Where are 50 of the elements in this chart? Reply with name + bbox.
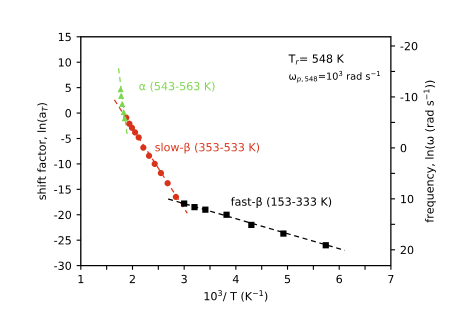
point bbox=[172, 194, 180, 200]
y-tick-label: 0 bbox=[65, 109, 72, 118]
series-label: α (543-563 K) bbox=[139, 82, 215, 92]
annotation: ω$_{p,548}$=10$^{3}$ rad s$^{−1}$ bbox=[289, 70, 380, 83]
point bbox=[248, 222, 254, 228]
x-tick-label: 7 bbox=[388, 274, 394, 284]
point bbox=[164, 180, 171, 186]
y-tick-label: -15 bbox=[54, 185, 71, 194]
y2-tick-label: 0 bbox=[400, 144, 406, 152]
point bbox=[152, 160, 158, 168]
y2-tick-label: 10 bbox=[401, 194, 414, 204]
y-tick-label: -30 bbox=[54, 262, 72, 270]
y2-tick-label: 20 bbox=[400, 246, 414, 254]
point bbox=[118, 92, 124, 99]
x-tick-label: 2 bbox=[130, 274, 135, 284]
point bbox=[223, 212, 230, 218]
point bbox=[202, 206, 208, 213]
point bbox=[119, 100, 126, 108]
x-tick-label: 1 bbox=[78, 274, 84, 284]
annotation: T$_{r}$= 548 K bbox=[288, 54, 344, 64]
point bbox=[118, 86, 124, 92]
y-tick-label: -5 bbox=[61, 134, 71, 143]
point bbox=[158, 170, 164, 176]
x-tick-label: 4 bbox=[232, 274, 239, 284]
y2-tick-label: -10 bbox=[400, 92, 418, 102]
point bbox=[136, 134, 142, 141]
point bbox=[280, 230, 287, 237]
point bbox=[120, 108, 127, 116]
point bbox=[322, 242, 329, 248]
y-axis-title: shift factor, ln(a$_{T}$) bbox=[37, 103, 48, 200]
y-tick-label: 10 bbox=[58, 58, 72, 67]
point bbox=[181, 200, 188, 207]
y-tick-label: 5 bbox=[66, 84, 71, 92]
y-tick-label: -20 bbox=[54, 210, 72, 220]
point bbox=[132, 129, 138, 136]
point bbox=[140, 144, 146, 151]
y2-axis-title: frequency, ln(ω (rad s$^{−1}$)) bbox=[424, 80, 436, 222]
y2-tick-label: -20 bbox=[400, 42, 418, 50]
y-tick-label: 15 bbox=[58, 32, 71, 42]
series-label: slow-β (353-533 K) bbox=[155, 142, 260, 154]
y-tick-label: -25 bbox=[54, 236, 71, 245]
x-axis-title: 10$^{3}$/ T (K$^{−1}$) bbox=[204, 290, 268, 302]
series-label: fast-β (153-333 K) bbox=[230, 197, 332, 208]
point bbox=[128, 124, 136, 131]
point bbox=[191, 204, 198, 210]
y-tick-label: -10 bbox=[54, 160, 72, 168]
x-tick-label: 3 bbox=[181, 274, 187, 284]
x-tick-label: 5 bbox=[284, 274, 290, 284]
x-tick-label: 6 bbox=[336, 274, 342, 284]
point bbox=[146, 152, 152, 159]
